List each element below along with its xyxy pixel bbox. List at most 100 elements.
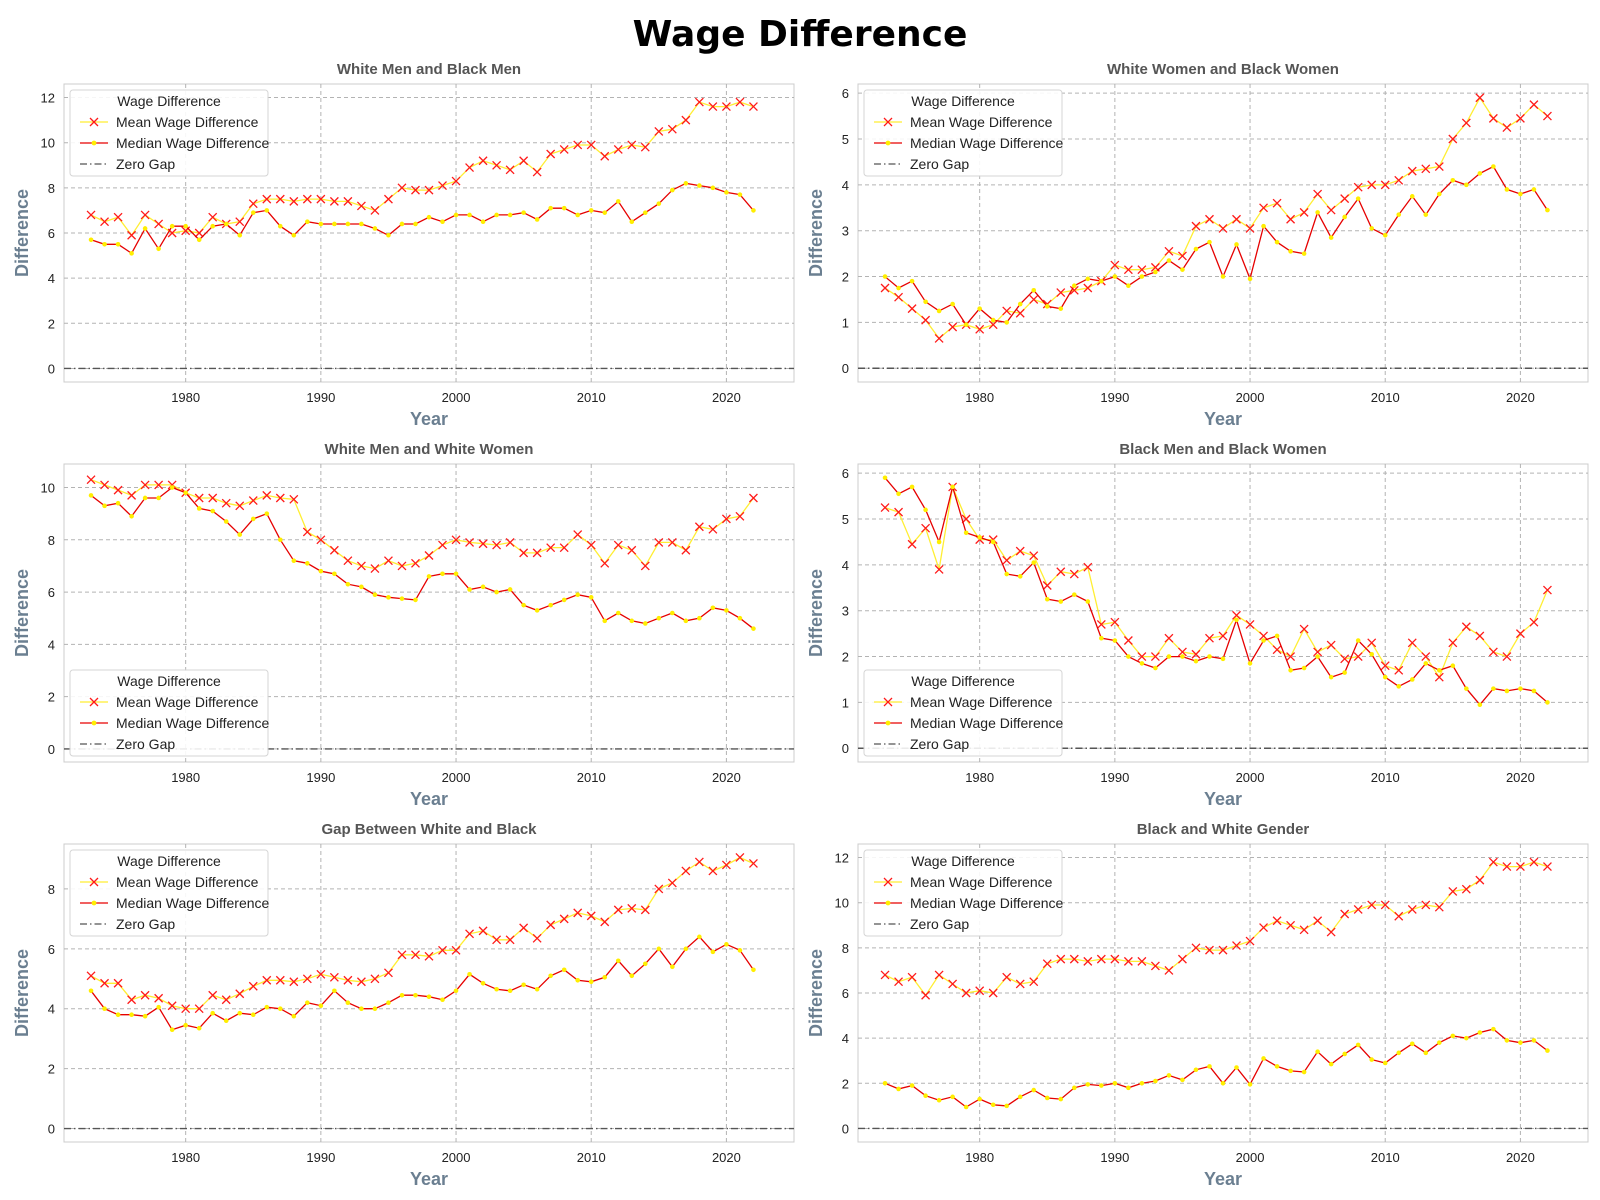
median-point <box>963 1104 969 1110</box>
median-point <box>88 988 94 994</box>
median-point <box>936 1097 942 1103</box>
median-point <box>751 626 756 631</box>
median-point <box>129 251 134 256</box>
median-point <box>305 1000 310 1006</box>
y-tick-label: 2 <box>48 1062 55 1077</box>
legend-box <box>69 89 269 177</box>
mean-point <box>1542 111 1552 121</box>
mean-point <box>961 988 971 998</box>
median-point <box>1234 1065 1239 1070</box>
median-point <box>332 571 337 577</box>
legend-box <box>863 89 1063 177</box>
mean-point <box>600 558 610 568</box>
median-point <box>1247 1082 1253 1087</box>
x-tick-label: 1990 <box>1100 1150 1129 1165</box>
median-point <box>507 988 513 994</box>
median-point <box>1288 249 1293 254</box>
mean-point <box>519 156 529 166</box>
x-tick-label: 2010 <box>1371 770 1400 785</box>
mean-point <box>1042 959 1052 969</box>
x-axis-label: Year <box>1204 789 1242 809</box>
median-point <box>896 1086 901 1092</box>
mean-point <box>1542 585 1552 595</box>
mean-point <box>1340 909 1350 919</box>
median-point <box>1017 574 1023 579</box>
median-point <box>1180 654 1185 659</box>
legend-median-label: Median Wage Difference <box>116 895 270 911</box>
median-point <box>896 491 901 497</box>
x-tick-label: 2010 <box>1371 390 1400 405</box>
y-tick-label: 8 <box>48 882 55 897</box>
mean-point <box>194 228 204 238</box>
mean-point <box>1340 654 1350 664</box>
median-point <box>936 539 942 545</box>
median-point <box>950 484 955 490</box>
chart-title: White Men and White Women <box>325 441 534 458</box>
median-point <box>1004 320 1010 325</box>
mean-point <box>113 485 123 495</box>
mean-point <box>505 935 515 945</box>
mean-point <box>411 558 420 568</box>
legend: Wage Difference Mean Wage Difference Media… <box>863 849 1064 937</box>
legend-mean-marker <box>89 697 99 707</box>
median-point <box>264 511 270 516</box>
y-tick-label: 5 <box>842 512 849 527</box>
median-point <box>1355 196 1361 201</box>
mean-point <box>235 989 245 999</box>
median-point <box>1477 702 1483 707</box>
y-tick-label: 10 <box>835 896 849 911</box>
median-point <box>642 961 648 967</box>
median-point <box>1545 1048 1550 1053</box>
mean-point <box>586 140 596 150</box>
mean-point <box>127 490 137 500</box>
y-tick-label: 0 <box>48 1122 55 1137</box>
mean-point <box>907 539 917 549</box>
mean-point <box>302 974 312 984</box>
median-point <box>102 503 107 509</box>
median-point <box>1166 654 1172 659</box>
median-point <box>1396 212 1402 217</box>
y-tick-label: 0 <box>842 361 849 376</box>
median-point <box>1112 274 1118 279</box>
y-tick-label: 3 <box>842 224 849 239</box>
median-point <box>413 221 418 227</box>
median-point <box>561 205 567 211</box>
x-axis-label: Year <box>410 789 448 809</box>
legend-zero-label: Zero Gap <box>910 736 969 752</box>
mean-point <box>1083 283 1093 293</box>
median-point <box>345 221 351 227</box>
mean-point <box>424 551 434 560</box>
median-point <box>223 1018 229 1024</box>
mean-point <box>654 126 664 136</box>
mean-point <box>492 540 502 550</box>
median-point <box>670 610 675 616</box>
x-tick-label: 2000 <box>1236 390 1265 405</box>
legend-box <box>69 849 269 937</box>
mean-point <box>667 878 677 888</box>
mean-point <box>948 979 958 989</box>
median-point <box>1220 656 1226 662</box>
mean-series-line <box>884 484 1548 679</box>
median-point <box>950 1094 955 1100</box>
mean-point <box>194 1004 204 1014</box>
mean-point <box>735 97 745 107</box>
mean-point <box>1448 886 1458 896</box>
median-point <box>1436 668 1442 673</box>
x-tick-label: 1990 <box>1100 390 1129 405</box>
mean-point <box>383 968 393 978</box>
median-point <box>1396 1050 1402 1056</box>
median-point <box>467 587 472 592</box>
mean-point <box>667 124 677 134</box>
mean-point <box>1434 162 1444 171</box>
x-tick-label: 2000 <box>442 1150 471 1165</box>
chart-title: White Women and Black Women <box>1107 61 1339 78</box>
mean-point <box>154 219 164 229</box>
x-tick-label: 2010 <box>577 390 606 405</box>
mean-point <box>1123 956 1133 966</box>
mean-point <box>1326 205 1336 215</box>
median-point <box>250 210 256 215</box>
mean-point <box>907 972 917 982</box>
mean-point <box>1313 189 1323 199</box>
mean-point <box>1123 265 1133 275</box>
mean-point <box>1502 652 1512 662</box>
